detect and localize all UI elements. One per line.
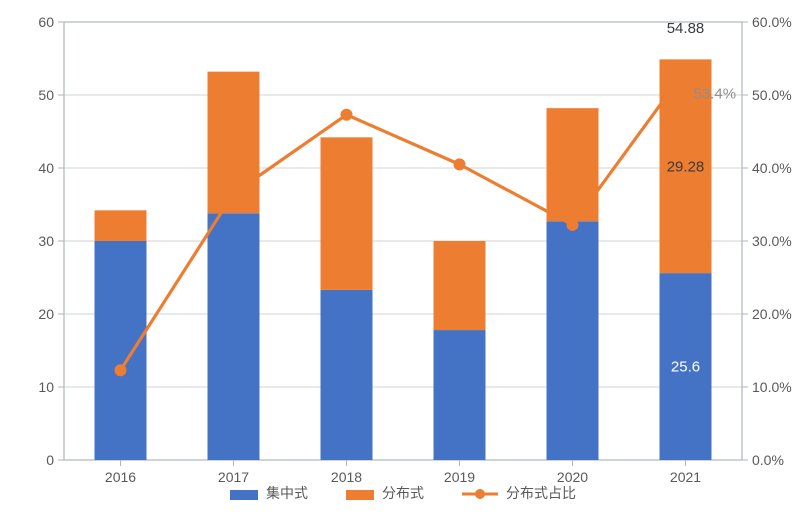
x-label: 2020	[557, 469, 588, 485]
callout-c_total: 54.88	[667, 20, 705, 37]
legend-marker	[475, 489, 485, 499]
bar-top	[547, 108, 599, 221]
line-marker	[680, 64, 692, 76]
line-marker	[454, 158, 466, 170]
legend-label: 分布式占比	[506, 485, 576, 501]
bar-bottom	[547, 221, 599, 460]
callout-c_top: 29.28	[667, 159, 705, 176]
legend-top: 分布式	[346, 485, 424, 501]
line-marker	[567, 219, 579, 231]
y-right-label: 50.0%	[752, 87, 792, 103]
y-right-label: 30.0%	[752, 233, 792, 249]
legend-label: 集中式	[266, 485, 308, 501]
y-right-label: 60.0%	[752, 14, 792, 30]
x-label: 2019	[444, 469, 475, 485]
bar-bottom	[95, 241, 147, 460]
bar-bottom	[321, 290, 373, 460]
x-label: 2017	[218, 469, 249, 485]
combo-chart: 0 10 20 30 40 50 60 0.0% 10.0% 20.0% 30.0% 40.0% 50.…	[0, 0, 800, 522]
y-left-label: 60	[38, 14, 54, 30]
bar-bottom	[208, 213, 260, 460]
y-left-label: 30	[38, 233, 54, 249]
y-right-label: 10.0%	[752, 379, 792, 395]
bar-bottom	[434, 330, 486, 460]
y-left-label: 10	[38, 379, 54, 395]
y-right-label: 20.0%	[752, 306, 792, 322]
bar-top	[95, 210, 147, 241]
legend-swatch	[346, 490, 374, 500]
y-right-label: 0.0%	[752, 452, 784, 468]
legend-swatch	[230, 490, 258, 500]
legend-line: 分布式占比	[462, 485, 576, 501]
y-left-label: 50	[38, 87, 54, 103]
legend-bottom: 集中式	[230, 485, 308, 501]
legend-label: 分布式	[382, 485, 424, 501]
line-marker	[228, 188, 240, 200]
line-marker	[341, 109, 353, 121]
x-label: 2018	[331, 469, 362, 485]
callout-c_line: 53.4%	[694, 86, 737, 103]
y-left-label: 40	[38, 160, 54, 176]
y-right-label: 40.0%	[752, 160, 792, 176]
y-left-label: 0	[46, 452, 54, 468]
x-label: 2021	[670, 469, 701, 485]
line-marker	[115, 364, 127, 376]
y-left-label: 20	[38, 306, 54, 322]
x-label: 2016	[105, 469, 136, 485]
bar-top	[434, 241, 486, 330]
callout-c_bot: 25.6	[671, 359, 700, 376]
bar-top	[321, 137, 373, 290]
